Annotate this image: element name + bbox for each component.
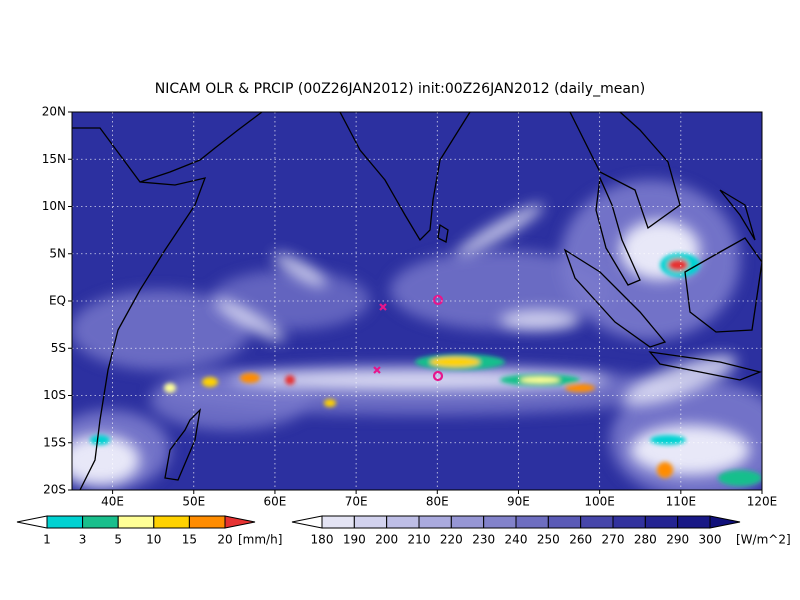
colorbar-label: 290 — [666, 533, 689, 547]
colorbar-label: 1 — [43, 533, 51, 547]
colorbar-box — [612, 515, 646, 529]
colorbar-label: 10 — [146, 533, 161, 547]
lon-tick-label: 90E — [507, 495, 530, 509]
lat-tick-label: 20S — [43, 483, 66, 497]
colorbar-box — [188, 515, 226, 529]
colorbar-box — [450, 515, 485, 529]
coastlines — [72, 112, 762, 490]
colorbar-label: 300 — [699, 533, 722, 547]
lat-tick-label: 20N — [42, 105, 66, 119]
lat-tick-label: 10S — [43, 388, 66, 402]
lon-tick-label: 60E — [264, 495, 287, 509]
colorbar-label: 3 — [79, 533, 87, 547]
colorbar-box — [46, 515, 84, 529]
colorbar-box — [82, 515, 119, 529]
colorbar-unit: [W/m^2] — [736, 533, 791, 547]
precip-patches — [90, 253, 762, 486]
lat-tick-label: 15N — [42, 152, 66, 166]
storm-markers — [373, 294, 444, 382]
map-field — [72, 112, 762, 490]
colorbar-label: 210 — [408, 533, 431, 547]
colorbar-label: 15 — [182, 533, 197, 547]
grid — [72, 112, 762, 490]
colorbar-box — [153, 515, 190, 529]
colorbar-arrow — [224, 515, 256, 529]
colorbar-arrow — [709, 515, 741, 529]
colorbar-arrow — [16, 515, 48, 529]
colorbar-box — [547, 515, 582, 529]
colorbar-box — [580, 515, 614, 529]
lon-tick-label: 40E — [101, 495, 124, 509]
lon-tick-label: 110E — [666, 495, 697, 509]
legends: 1 3 5 10 15 20 [mm/h] 180 190 200 210 220 230 240 250 2… — [16, 515, 791, 547]
colorbar-box — [117, 515, 155, 529]
lon-tick-label: 80E — [426, 495, 449, 509]
lat-tick-label: 10N — [42, 199, 66, 213]
colorbar-box — [515, 515, 549, 529]
colorbar-box — [483, 515, 517, 529]
colorbar-box — [386, 515, 420, 529]
lon-tick-label: 70E — [345, 495, 368, 509]
lat-tick-label: 15S — [43, 435, 66, 449]
colorbar-label: 190 — [343, 533, 366, 547]
map-title: NICAM OLR & PRCIP (00Z26JAN2012) init:00… — [155, 81, 646, 97]
colorbar-label: 240 — [505, 533, 528, 547]
colorbar-label: 220 — [440, 533, 463, 547]
axes: 40E 50E 60E 70E 80E 90E 100E 110E 120E 20N 15N 10N 5… — [42, 105, 778, 509]
colorbar-label: 270 — [602, 533, 625, 547]
colorbar-label: 180 — [311, 533, 334, 547]
lon-tick-label: 100E — [584, 495, 615, 509]
colorbar-label: 200 — [375, 533, 398, 547]
lat-tick-label: 5S — [51, 341, 66, 355]
colorbar-label: 230 — [472, 533, 495, 547]
colorbar-label: 20 — [217, 533, 232, 547]
colorbar-label: 280 — [634, 533, 657, 547]
lat-tick-label: EQ — [49, 294, 66, 308]
lon-tick-label: 50E — [182, 495, 205, 509]
lat-tick-label: 5N — [49, 246, 66, 260]
colorbar-label: 5 — [114, 533, 122, 547]
colorbar-arrow — [291, 515, 323, 529]
colorbar-box — [353, 515, 388, 529]
colorbar-box — [321, 515, 355, 529]
lon-tick-label: 120E — [747, 495, 778, 509]
colorbar-label: 260 — [569, 533, 592, 547]
colorbar-box — [644, 515, 679, 529]
colorbar-box — [418, 515, 452, 529]
colorbar-box — [677, 515, 711, 529]
colorbar-unit: [mm/h] — [238, 533, 282, 547]
colorbar-label: 250 — [537, 533, 560, 547]
